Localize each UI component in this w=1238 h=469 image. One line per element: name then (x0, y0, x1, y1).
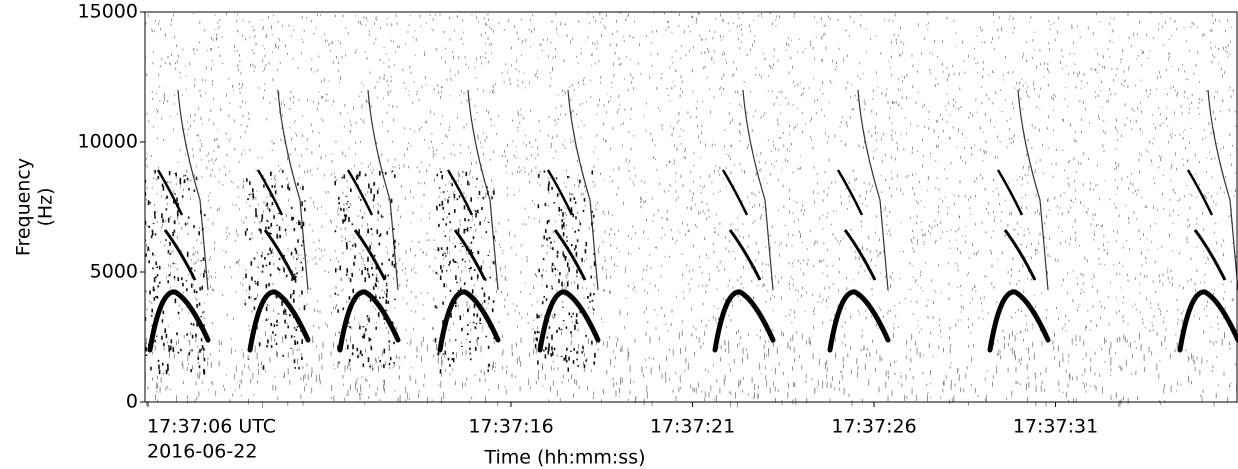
spectrogram-noise (144, 12, 1238, 408)
plot-frame (144, 11, 1238, 403)
y-tick-label: 5000 (90, 261, 138, 283)
call-high (546, 169, 574, 216)
call-texture (534, 170, 596, 372)
call-top (177, 89, 209, 291)
call-low (247, 289, 311, 353)
call-high (256, 169, 284, 216)
x-tick-label: 17:37:31 (1013, 416, 1098, 438)
x-tick-label: 17:37:26 (831, 416, 916, 438)
y-axis-label-line: Frequency (13, 158, 35, 256)
call-mid (163, 229, 197, 281)
call-texture (434, 171, 495, 374)
call-texture (244, 170, 306, 370)
call-high (1186, 169, 1214, 216)
y-tick-label: 10000 (78, 131, 138, 153)
call-top (1017, 89, 1049, 291)
call-top (567, 89, 599, 291)
call-low (712, 289, 776, 353)
call-high (721, 169, 749, 216)
call-mid (553, 229, 587, 281)
call-high (156, 169, 184, 216)
x-tick-label: 17:37:16 (468, 416, 553, 438)
call-mid (843, 229, 877, 281)
call-top (1207, 89, 1238, 291)
call-texture (334, 170, 396, 369)
y-axis-label: Frequency (Hz) (13, 158, 57, 256)
call-mid (263, 229, 297, 281)
call-mid (728, 229, 762, 281)
call-mid (353, 229, 387, 281)
y-tick-label: 15000 (78, 1, 138, 23)
call-mid (1003, 229, 1037, 281)
call-top (742, 89, 774, 291)
x-date-label: 2016-06-22 (147, 441, 257, 463)
call-low (437, 289, 501, 353)
y-axis-label-line: (Hz) (35, 187, 57, 226)
call-mid (453, 229, 487, 281)
x-tick-label: 17:37:06 UTC (147, 416, 276, 438)
call-high (346, 169, 374, 216)
call-top (277, 89, 309, 291)
call-high (446, 169, 474, 216)
spectrogram-image (144, 12, 1238, 408)
call-low (1177, 289, 1238, 353)
call-top (367, 89, 399, 291)
call-high (836, 169, 864, 216)
call-top (857, 89, 889, 291)
call-low (337, 289, 401, 353)
call-low (827, 289, 891, 353)
call-mid (1193, 229, 1227, 281)
call-low (987, 289, 1051, 353)
call-top (467, 89, 499, 291)
call-texture (144, 170, 206, 375)
x-tick-label: 17:37:21 (650, 416, 735, 438)
x-axis-label: Time (hh:mm:ss) (483, 447, 645, 469)
call-low (147, 289, 211, 353)
y-tick-label: 0 (126, 391, 138, 413)
call-high (996, 169, 1024, 216)
call-low (537, 289, 601, 353)
